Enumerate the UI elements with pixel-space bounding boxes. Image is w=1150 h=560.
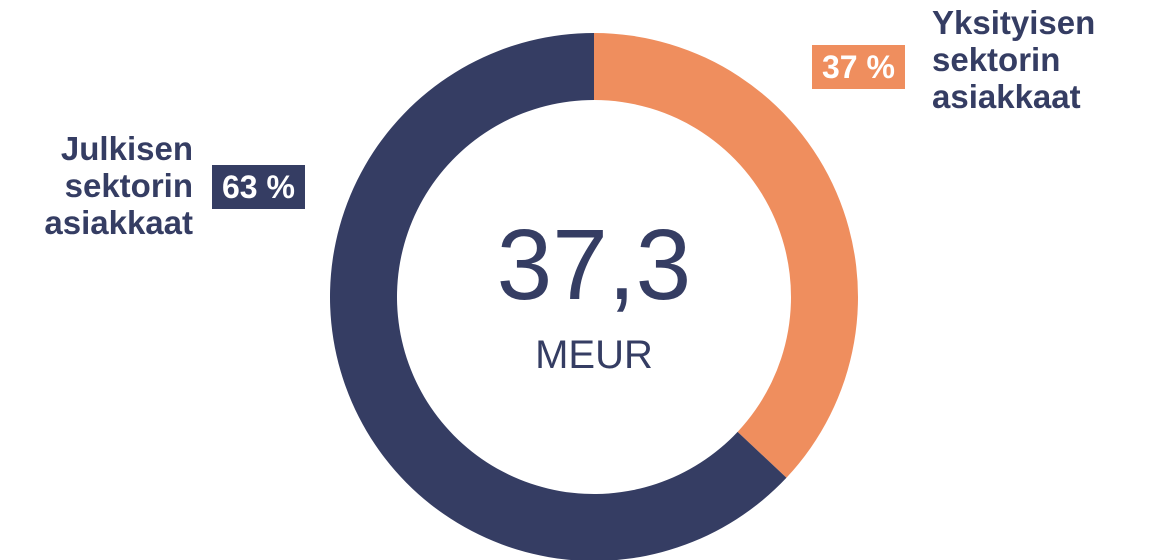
donut-slice (330, 33, 787, 560)
donut-slice (594, 33, 858, 478)
category-label: Julkisen sektorin asiakkaat (44, 130, 193, 241)
value-label: 37 % (812, 45, 905, 89)
value-label: 63 % (212, 165, 305, 209)
center-value: 37,3 (496, 209, 692, 321)
center-unit: MEUR (535, 333, 653, 377)
category-label: Yksityisen sektorin asiakkaat (932, 4, 1096, 115)
